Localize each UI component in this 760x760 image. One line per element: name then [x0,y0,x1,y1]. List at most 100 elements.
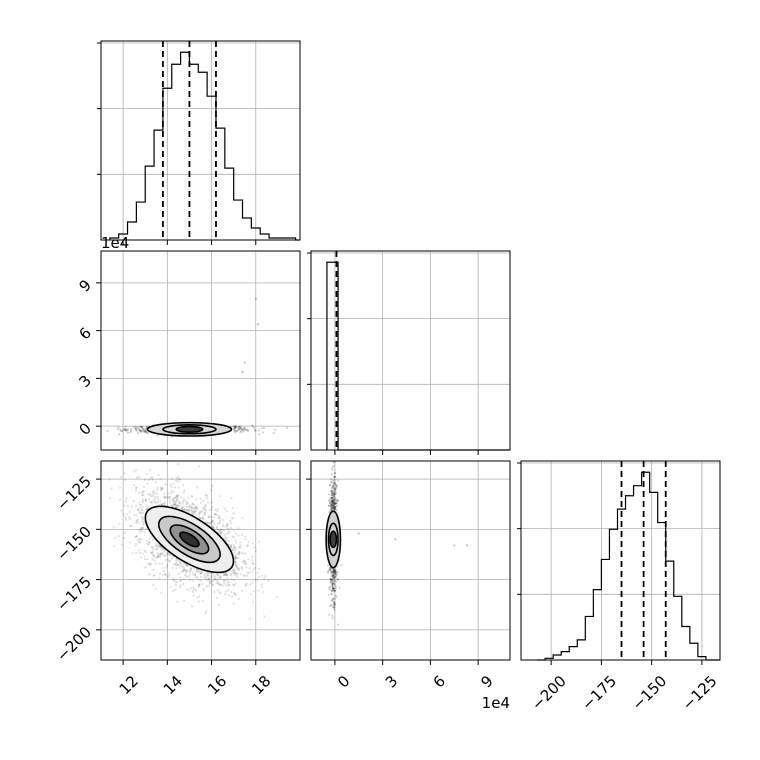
scatter-point [237,428,240,432]
scatter-point [330,494,333,497]
scatter-point [207,578,210,581]
scatter-point [332,568,335,571]
scatter-point [193,588,196,591]
scatter-point [241,567,244,570]
scatter-point [203,511,206,514]
scatter-point [218,519,221,522]
scatter-point [330,496,333,499]
scatter-point [333,569,336,572]
scatter-point [191,589,194,592]
scatter-point [234,425,238,428]
scatter-point [240,533,243,536]
scatter-point [188,504,192,507]
scatter-point [206,521,209,524]
scatter-point [334,502,337,505]
scatter-point [124,518,128,521]
scatter-point [205,509,208,512]
scatter-point [217,517,220,520]
scatter-point [123,428,126,432]
scatter-point [123,472,126,475]
scatter-point [148,498,151,501]
scatter-point [267,579,270,582]
scatter-point [332,501,335,504]
scatter-point [157,554,160,558]
scatter-point [334,502,337,505]
scatter-point [190,506,193,509]
scatter-point [330,503,333,506]
scatter-point [146,542,149,546]
scatter-point [219,592,222,595]
scatter-point [251,424,254,428]
scatter-point [164,558,168,561]
scatter-point [332,461,335,464]
scatter-point [331,504,334,507]
scatter-point [233,551,236,554]
scatter-point [141,499,144,503]
scatter-point [202,506,205,510]
scatter-point [233,427,236,430]
scatter-point [329,578,332,581]
scatter-point [332,582,335,585]
contour-level-2 [325,510,342,569]
scatter-point [330,473,333,476]
xtick-label: 6 [430,672,449,691]
scatter-point [232,571,235,574]
scatter-point [176,600,179,603]
scatter-point [173,503,177,506]
scatter-point [333,506,336,509]
scatter-point [156,544,159,547]
scatter-point [134,536,137,539]
scatter-point [168,554,171,557]
scatter-point [333,492,336,495]
scatter-point [143,478,147,482]
scatter-point [145,425,149,428]
scatter-point [195,498,198,501]
scatter-point [238,550,241,553]
scatter-point [205,497,209,500]
scatter-point [135,521,138,525]
scatter-point [251,555,254,558]
scatter-point [245,574,249,577]
scatter-point [243,559,246,563]
scatter-point [334,506,337,509]
scatter-point [230,526,233,530]
scatter-point [196,596,199,599]
scatter-point [330,506,333,509]
outlier-point [453,544,456,547]
scatter-point [174,500,178,503]
scatter-point [251,600,255,603]
scatter-point [121,429,124,432]
scatter-point [185,564,189,567]
scatter-point [329,508,332,511]
scatter-point [163,496,167,499]
scatter-point [204,504,207,508]
scatter-point [260,585,264,588]
scatter-point [163,550,166,553]
scatter-point [333,508,336,511]
scatter-point [245,566,248,569]
scatter-point [334,594,337,597]
scatter-point [118,486,122,489]
scatter-point [196,570,199,573]
x-offset-label: 1e4 [482,694,510,712]
scatter-point [160,502,163,505]
scatter-point [159,478,162,481]
scatter-point [175,495,179,498]
ytick-label: 3 [76,372,95,391]
scatter-point [218,583,221,586]
scatter-point [331,485,334,488]
scatter-point [331,502,334,505]
scatter-point [332,570,335,573]
xtick-label: 9 [477,672,496,691]
scatter-point [141,427,145,430]
scatter-point [329,580,332,583]
xtick-label: 14 [160,672,186,698]
scatter-point [332,503,335,506]
scatter-point [329,501,332,504]
scatter-point [138,501,141,504]
scatter-point [235,430,238,433]
scatter-point [332,570,335,573]
scatter-point [202,499,205,502]
scatter-point [231,569,234,572]
scatter-point [330,491,333,494]
